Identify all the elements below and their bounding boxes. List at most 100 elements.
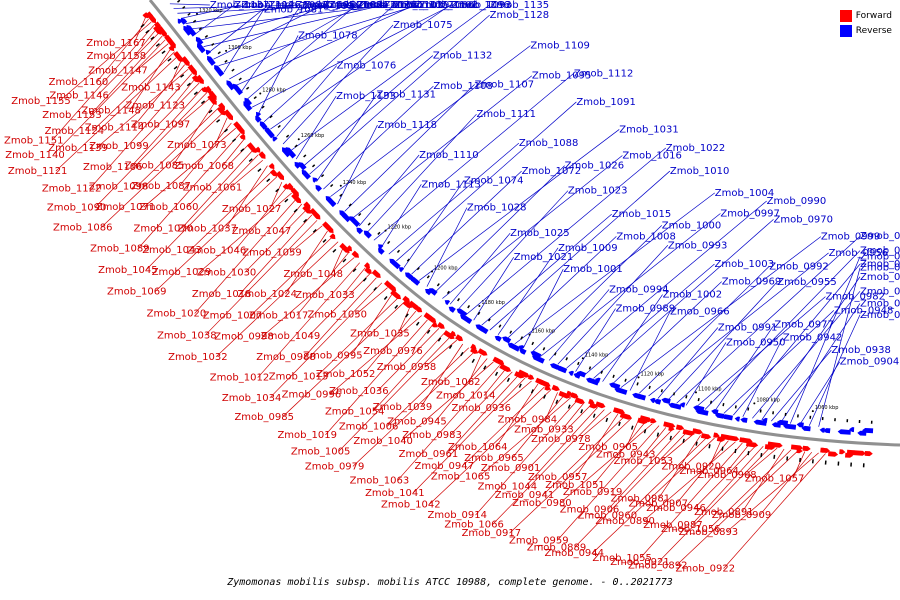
forward-gene-feature [195, 74, 204, 84]
gene-label: Zmob_0957 [528, 472, 588, 483]
leader-line [640, 442, 743, 559]
reverse-gene-feature [243, 101, 253, 112]
reverse-gene-feature [614, 387, 628, 395]
start-marker [177, 0, 181, 3]
start-marker [367, 222, 371, 226]
start-marker [293, 208, 298, 213]
gene-label: Zmob_0994 [609, 284, 669, 295]
gene-label: Zmob_1008 [616, 231, 676, 242]
gene-label: Zmob_0964 [679, 466, 739, 477]
leader-line [685, 342, 727, 406]
start-marker [600, 370, 603, 374]
start-marker [311, 164, 316, 168]
reverse-gene-feature [653, 398, 662, 405]
start-marker [348, 203, 352, 207]
leader-line [189, 170, 273, 251]
leader-line [172, 102, 216, 166]
leader-line [561, 402, 585, 430]
leader-line [185, 4, 296, 24]
start-marker [592, 413, 596, 418]
reverse-gene-feature [494, 335, 502, 342]
start-marker [358, 212, 362, 217]
start-marker [457, 298, 460, 302]
leader-line [557, 245, 669, 365]
forward-gene-feature [246, 142, 257, 153]
gene-label: Zmob_0984 [498, 414, 558, 425]
tick-label: 1100 kbp [698, 386, 722, 392]
gene-label: Zmob_0960 [578, 511, 638, 522]
gene-label: Zmob_0977 [774, 320, 834, 331]
leader-line [282, 301, 405, 418]
leader-line [411, 170, 522, 275]
gene-label: Zmob_0913 [860, 298, 900, 309]
forward-gene-feature [570, 392, 579, 399]
gene-label: Zmob_0956 [829, 248, 889, 259]
leader-line [468, 354, 482, 383]
gene-label: Zmob_1111 [476, 109, 536, 120]
gene-label: Zmob_0947 [415, 461, 475, 472]
gene-label: Zmob_1101 [359, 0, 419, 11]
leader-line [136, 107, 220, 187]
gene-label: Zmob_0916 [860, 310, 900, 321]
reverse-gene-feature [378, 244, 384, 250]
forward-gene-feature [351, 250, 359, 258]
leader-line [203, 4, 384, 47]
leader-line [251, 4, 453, 108]
leader-line [759, 451, 813, 516]
gene-label: Zmob_1167 [86, 38, 146, 49]
gene-label: Zmob_0990 [767, 196, 827, 207]
gene-label: Zmob_1066 [444, 520, 504, 531]
leader-line [723, 310, 835, 414]
leader-line [446, 374, 519, 455]
reverse-gene-feature [823, 428, 831, 434]
reverse-gene-feature [796, 422, 804, 428]
forward-gene-feature [153, 25, 162, 35]
start-marker [231, 68, 235, 72]
leader-line [285, 230, 328, 295]
gene-label: Zmob_1007 [203, 310, 263, 321]
reverse-strand-track [177, 0, 874, 436]
gene-label: Zmob_1123 [125, 100, 185, 111]
leader-line [648, 252, 829, 397]
start-marker [605, 417, 609, 423]
gene-label: Zmob_0919 [563, 487, 623, 498]
gene-label: Zmob_1009 [558, 243, 618, 254]
leader-line [352, 351, 476, 467]
gene-label: Zmob_0991 [718, 322, 778, 333]
forward-gene-feature [258, 151, 266, 159]
leader-line [189, 4, 390, 30]
gene-label: Zmob_1042 [381, 500, 441, 511]
gene-label: Zmob_0949 [860, 246, 900, 257]
start-marker [721, 446, 724, 451]
start-marker [320, 174, 325, 178]
leader-line [52, 39, 166, 156]
reverse-gene-feature [519, 348, 527, 355]
forward-gene-feature [864, 451, 873, 457]
leader-line [742, 337, 784, 417]
leader-line [620, 236, 822, 388]
gene-label: Zmob_1158 [87, 51, 147, 62]
gene-label: Zmob_1035 [350, 329, 410, 340]
forward-gene-feature [269, 169, 277, 177]
forward-gene-feature [614, 407, 625, 415]
start-marker [471, 358, 475, 363]
reverse-gene-feature [186, 24, 197, 37]
leader-line [574, 432, 687, 548]
forward-gene-feature [254, 146, 261, 153]
tick-mark [339, 184, 342, 187]
gene-label: Zmob_1098 [89, 182, 149, 193]
gene-label: Zmob_1000 [662, 220, 722, 231]
reverse-gene-feature [819, 427, 825, 433]
gene-label: Zmob_1041 [365, 488, 425, 499]
start-marker [332, 248, 337, 253]
tick-mark [478, 304, 481, 307]
start-marker [180, 74, 185, 78]
tick-mark [225, 49, 228, 52]
start-marker [415, 321, 420, 326]
forward-gene-feature [821, 447, 830, 453]
start-marker [531, 341, 535, 346]
forward-gene-feature [499, 363, 512, 372]
gene-label: Zmob_1146 [49, 90, 109, 101]
leader-line [658, 435, 701, 499]
leader-line [525, 407, 598, 487]
